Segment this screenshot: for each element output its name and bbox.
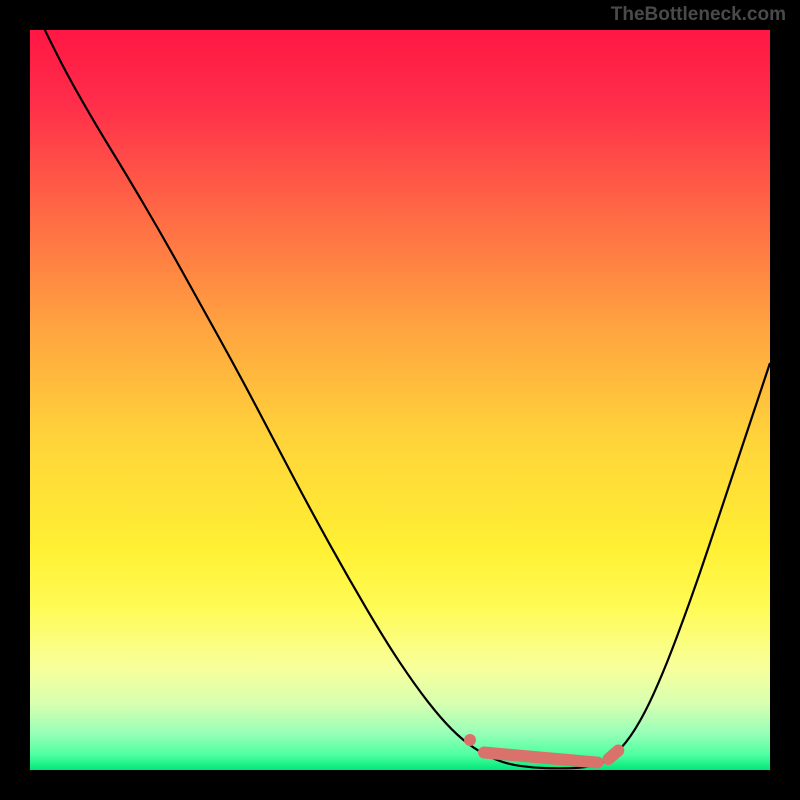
chart-plot-area (30, 30, 770, 770)
bottleneck-curve (30, 30, 770, 770)
watermark-text: TheBottleneck.com (611, 4, 786, 26)
curve-path (45, 30, 770, 768)
